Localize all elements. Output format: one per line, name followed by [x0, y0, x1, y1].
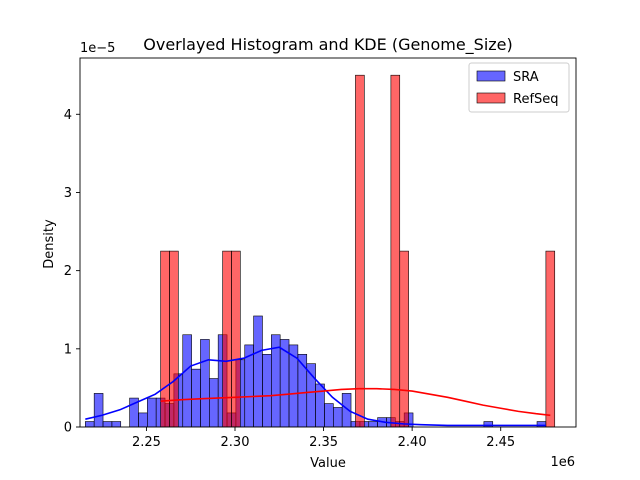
y-axis-offset-label: 1e−5 [80, 41, 115, 56]
refseq-bar [390, 74, 401, 427]
bars-group [85, 74, 556, 427]
y-tick-label: 0 [64, 421, 72, 436]
sra-kde-line [85, 346, 546, 427]
legend-label-sra: SRA [513, 70, 539, 85]
sra-bar [368, 421, 378, 427]
sra-bar [93, 393, 104, 427]
plot-area: 2.25 2.30 2.35 2.40 2.45 0 1 2 3 4 [64, 57, 577, 450]
x-tick-label: 2.40 [398, 435, 427, 450]
sra-bar [253, 315, 263, 427]
sra-bar [200, 339, 210, 427]
y-tick-label: 4 [64, 108, 72, 123]
sra-bar [138, 412, 148, 427]
x-tick-label: 2.35 [309, 435, 338, 450]
plot-frame [79, 57, 577, 428]
x-axis-offset-label: 1e6 [550, 455, 575, 470]
x-axis-label: Value [310, 456, 346, 471]
refseq-bar [231, 250, 241, 427]
sra-bar [129, 397, 139, 427]
y-axis-label: Density [42, 219, 57, 269]
refseq-bar [355, 74, 365, 427]
sra-bar [102, 421, 113, 427]
refseq-bar [222, 250, 232, 427]
sra-bar [341, 393, 352, 427]
sra-bar [85, 421, 95, 427]
chart-title: Overlayed Histogram and KDE (Genome_Size… [143, 35, 513, 55]
sra-bar [182, 334, 192, 427]
sra-bar [209, 378, 219, 427]
sra-bar [333, 407, 343, 427]
x-tick-label: 2.25 [132, 435, 161, 450]
kde-group [85, 346, 551, 427]
sra-bar [191, 368, 201, 427]
x-tick-label: 2.30 [221, 435, 250, 450]
sra-bar [147, 397, 157, 427]
refseq-kde-line [160, 387, 551, 417]
legend-swatch-refseq [476, 92, 506, 104]
sra-bar [483, 421, 494, 427]
y-tick-label: 1 [64, 342, 72, 357]
sra-bar [306, 363, 316, 427]
sra-bar [262, 353, 272, 427]
y-tick-label: 3 [64, 186, 72, 201]
legend-swatch-sra [476, 70, 506, 82]
refseq-bar [545, 250, 556, 427]
legend: SRA RefSeq [468, 62, 570, 113]
y-tick-label: 2 [64, 264, 72, 279]
legend-label-refseq: RefSeq [513, 92, 559, 107]
refseq-bar [169, 250, 179, 427]
x-tick-label: 2.45 [486, 435, 515, 450]
sra-bar [111, 421, 122, 427]
refseq-bar [399, 250, 409, 427]
sra-bar [324, 403, 334, 427]
